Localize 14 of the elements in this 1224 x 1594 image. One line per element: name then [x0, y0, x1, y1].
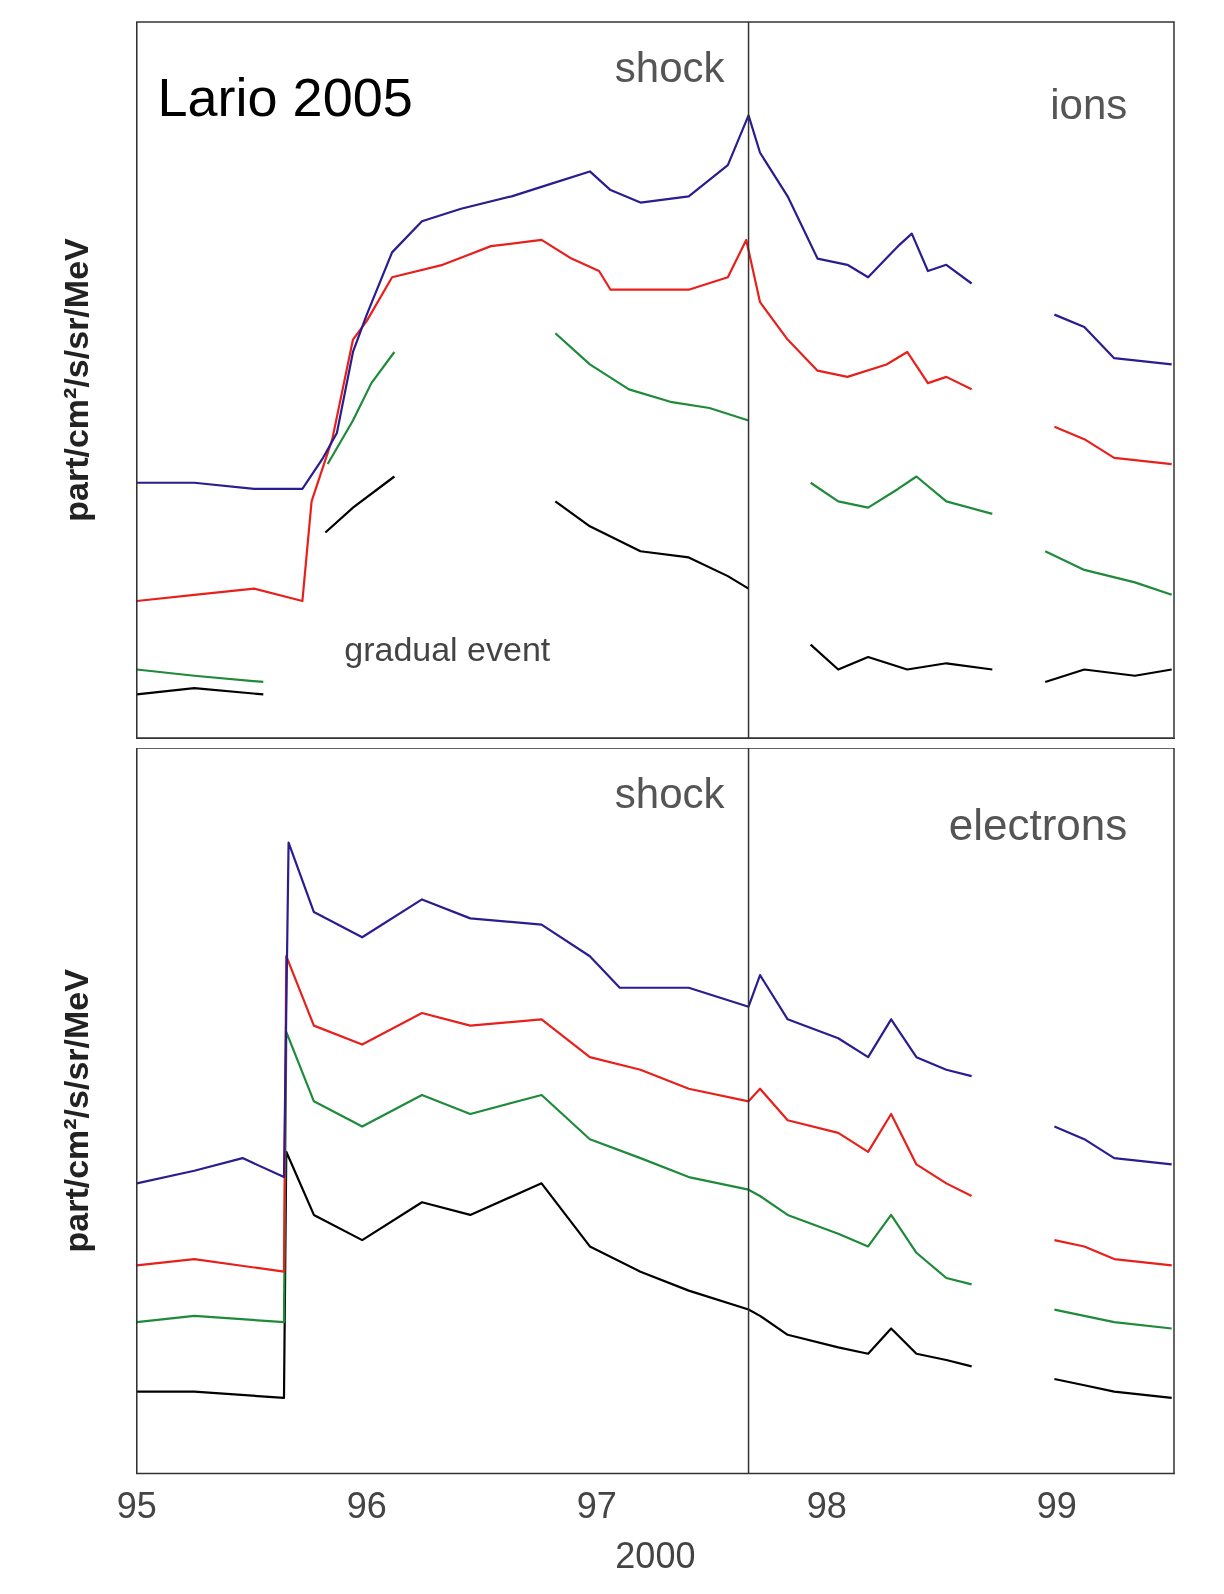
ref-line-label: shock [614, 769, 726, 817]
ref-line-label: shock [614, 43, 726, 91]
y-axis-title: part/cm²/s/sr/MeV [56, 237, 95, 522]
annotation: gradual event [344, 630, 551, 669]
x-tick-label: 99 [1036, 1485, 1077, 1527]
x-tick-label: 95 [116, 1485, 157, 1527]
annotation: Lario 2005 [157, 66, 413, 127]
annotation: electrons [948, 799, 1128, 849]
x-tick-label: 97 [576, 1485, 617, 1527]
x-axis-title: 2000 [615, 1535, 696, 1577]
annotation: ions [1050, 81, 1128, 129]
x-tick-label: 96 [346, 1485, 387, 1527]
x-tick-label: 98 [806, 1485, 847, 1527]
y-axis-title: part/cm²/s/sr/MeV [56, 968, 95, 1253]
